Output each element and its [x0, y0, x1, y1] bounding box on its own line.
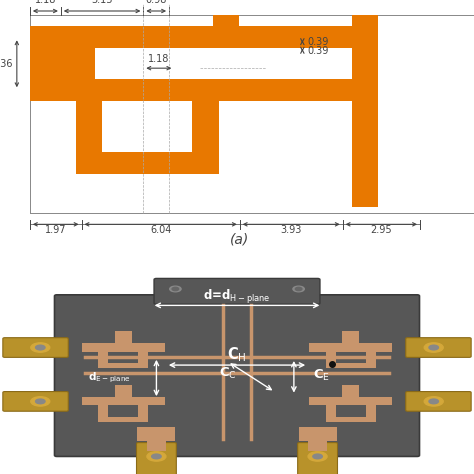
Text: 6.04: 6.04 [150, 225, 171, 235]
Text: 2.36: 2.36 [0, 59, 13, 69]
Bar [82, 397, 165, 405]
Circle shape [293, 286, 304, 292]
Circle shape [147, 452, 166, 461]
Bar [352, 15, 378, 207]
Bar [326, 401, 336, 422]
Circle shape [313, 454, 322, 459]
Bar [99, 347, 108, 368]
Text: 0.39: 0.39 [308, 46, 329, 55]
Bar [326, 347, 336, 368]
Text: d$_{\sf E-plane}$: d$_{\sf E-plane}$ [88, 371, 130, 385]
Text: C$_{\sf E}$: C$_{\sf E}$ [313, 368, 330, 383]
Bar [326, 363, 375, 368]
Bar [82, 344, 165, 352]
Circle shape [295, 287, 302, 291]
Text: 1.18: 1.18 [35, 0, 56, 6]
Circle shape [172, 287, 179, 291]
FancyBboxPatch shape [55, 295, 419, 456]
Bar [137, 427, 175, 441]
Text: C$_{\sf C}$: C$_{\sf C}$ [219, 366, 237, 381]
Circle shape [429, 345, 438, 350]
Bar [30, 27, 365, 48]
Circle shape [170, 286, 181, 292]
Circle shape [424, 343, 443, 352]
Bar [310, 344, 392, 352]
Text: 2.95: 2.95 [371, 225, 392, 235]
Bar [138, 401, 148, 422]
Circle shape [31, 397, 50, 406]
Bar [366, 347, 376, 368]
FancyBboxPatch shape [137, 443, 176, 474]
Bar [343, 331, 359, 344]
Text: d=d$_{\sf H-plane}$: d=d$_{\sf H-plane}$ [203, 288, 271, 306]
Circle shape [36, 345, 45, 350]
FancyBboxPatch shape [298, 443, 337, 474]
Text: 3.15: 3.15 [91, 0, 113, 6]
Circle shape [429, 399, 438, 404]
Bar [308, 437, 327, 451]
FancyBboxPatch shape [154, 278, 320, 304]
FancyBboxPatch shape [406, 337, 471, 357]
Text: 0.39: 0.39 [308, 37, 329, 47]
Circle shape [308, 452, 327, 461]
Circle shape [424, 397, 443, 406]
Bar [76, 101, 102, 152]
Bar [30, 27, 95, 101]
Bar [99, 401, 108, 422]
Text: 1.18: 1.18 [148, 54, 170, 64]
Bar [99, 363, 148, 368]
Text: 1.97: 1.97 [45, 225, 66, 235]
Bar [115, 331, 132, 344]
FancyBboxPatch shape [3, 392, 68, 411]
Bar [299, 427, 337, 441]
Bar [310, 397, 392, 405]
FancyBboxPatch shape [3, 337, 68, 357]
Bar [343, 385, 359, 397]
Bar [213, 15, 239, 37]
Bar [30, 27, 95, 101]
Text: C$_{\sf H}$: C$_{\sf H}$ [227, 345, 247, 364]
Bar [30, 15, 474, 213]
Bar [147, 437, 166, 451]
Text: 0.98: 0.98 [146, 0, 167, 6]
Bar [115, 385, 132, 397]
Bar [326, 417, 375, 422]
Bar [227, 79, 365, 101]
Bar [30, 79, 239, 101]
Text: (a): (a) [230, 232, 249, 246]
Circle shape [31, 343, 50, 352]
Bar [99, 417, 148, 422]
Bar [192, 101, 219, 152]
Bar [366, 401, 376, 422]
Circle shape [36, 399, 45, 404]
Text: 3.93: 3.93 [281, 225, 302, 235]
Circle shape [152, 454, 161, 459]
Bar [138, 347, 148, 368]
FancyBboxPatch shape [406, 392, 471, 411]
Bar [76, 152, 219, 174]
